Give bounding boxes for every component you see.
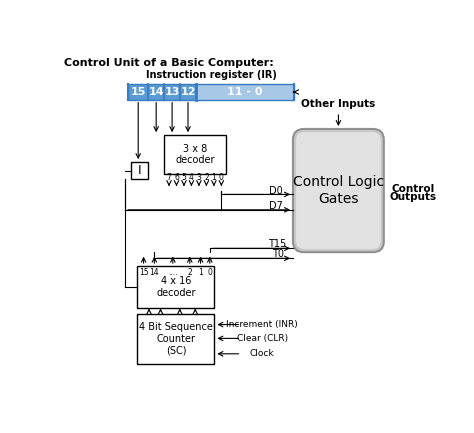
- Text: Other Inputs: Other Inputs: [301, 99, 375, 109]
- Text: I: I: [138, 164, 142, 177]
- Text: Clear (CLR): Clear (CLR): [237, 334, 288, 343]
- Text: 3 x 8
decoder: 3 x 8 decoder: [175, 144, 215, 165]
- Text: 4: 4: [189, 173, 194, 182]
- FancyBboxPatch shape: [293, 129, 384, 252]
- Text: 1: 1: [211, 173, 216, 182]
- Text: 2: 2: [204, 173, 209, 182]
- Bar: [196, 84, 294, 100]
- Bar: [137, 314, 214, 364]
- Text: 0: 0: [208, 268, 212, 277]
- Text: 13: 13: [164, 87, 180, 97]
- Text: 15: 15: [139, 268, 148, 277]
- Text: 14: 14: [148, 87, 164, 97]
- Text: Control Unit of a Basic Computer:: Control Unit of a Basic Computer:: [64, 58, 274, 68]
- Text: 0: 0: [219, 173, 224, 182]
- Text: Increment (INR): Increment (INR): [226, 320, 298, 329]
- Text: Control: Control: [392, 184, 435, 194]
- Text: 7: 7: [166, 173, 172, 182]
- Text: 15: 15: [130, 87, 146, 97]
- Bar: [137, 266, 214, 308]
- Text: Clock: Clock: [250, 349, 274, 358]
- Text: 2: 2: [187, 268, 192, 277]
- Text: ....: ....: [168, 268, 178, 277]
- Text: Control Logic
Gates: Control Logic Gates: [293, 175, 384, 206]
- Text: T15: T15: [268, 239, 287, 249]
- Bar: [131, 162, 148, 179]
- Text: T0: T0: [272, 249, 283, 259]
- Text: Instruction register (IR): Instruction register (IR): [146, 70, 276, 80]
- Text: 12: 12: [180, 87, 196, 97]
- Text: Outputs: Outputs: [390, 192, 437, 202]
- Text: 3: 3: [197, 173, 201, 182]
- Text: D0: D0: [269, 186, 283, 196]
- Text: 4 Bit Sequence
Counter
(SC): 4 Bit Sequence Counter (SC): [139, 322, 213, 355]
- Text: 14: 14: [150, 268, 159, 277]
- Text: 11 - 0: 11 - 0: [227, 87, 263, 97]
- Text: 1: 1: [198, 268, 203, 277]
- Text: 4 x 16
decoder: 4 x 16 decoder: [156, 276, 196, 298]
- Bar: [164, 135, 226, 174]
- FancyBboxPatch shape: [296, 132, 381, 249]
- Bar: [128, 84, 196, 100]
- Text: D7: D7: [269, 201, 283, 211]
- Text: 5: 5: [182, 173, 186, 182]
- Text: 6: 6: [174, 173, 179, 182]
